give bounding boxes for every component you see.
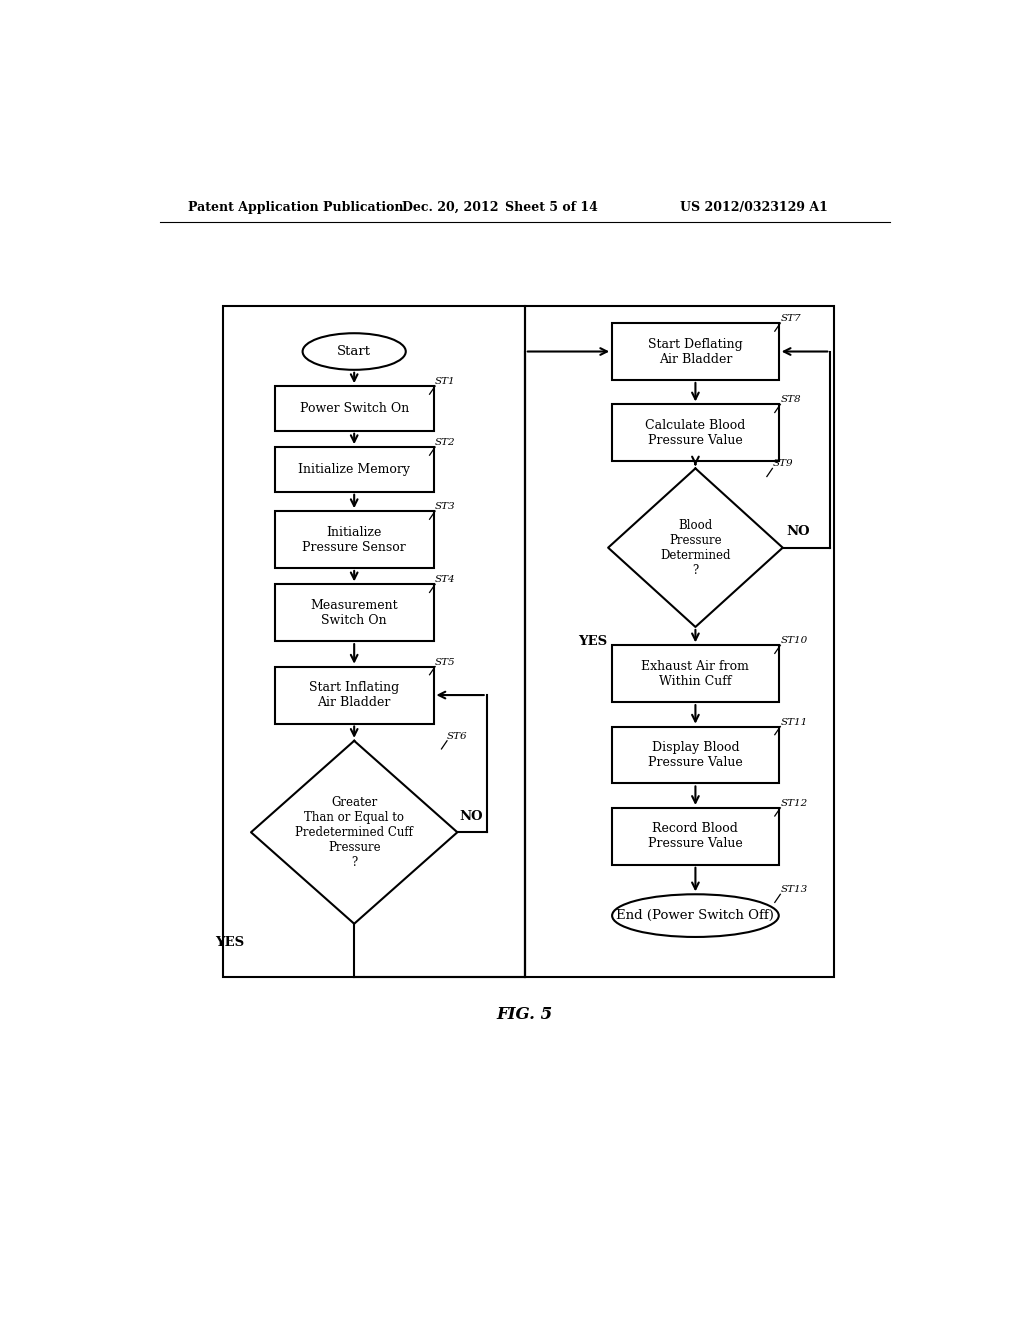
Text: FIG. 5: FIG. 5 <box>497 1006 553 1023</box>
Bar <box>274 667 433 723</box>
Bar <box>612 645 778 702</box>
Text: Start: Start <box>337 345 371 358</box>
Text: Display Blood
Pressure Value: Display Blood Pressure Value <box>648 741 742 770</box>
Text: ST2: ST2 <box>435 438 456 447</box>
Text: ST8: ST8 <box>780 396 801 404</box>
Text: Record Blood
Pressure Value: Record Blood Pressure Value <box>648 822 742 850</box>
Bar <box>274 511 433 568</box>
Text: Dec. 20, 2012: Dec. 20, 2012 <box>401 201 499 214</box>
Text: Patent Application Publication: Patent Application Publication <box>187 201 403 214</box>
Text: Start Deflating
Air Bladder: Start Deflating Air Bladder <box>648 338 742 366</box>
Polygon shape <box>608 469 782 627</box>
Text: ST10: ST10 <box>780 636 808 645</box>
Text: ST6: ST6 <box>447 731 468 741</box>
Text: ST7: ST7 <box>780 314 801 323</box>
Bar <box>612 404 778 461</box>
Text: ST5: ST5 <box>435 657 456 667</box>
Text: Calculate Blood
Pressure Value: Calculate Blood Pressure Value <box>645 418 745 447</box>
Text: Initialize Memory: Initialize Memory <box>298 463 411 477</box>
Bar <box>274 447 433 492</box>
Text: Blood
Pressure
Determined
?: Blood Pressure Determined ? <box>660 519 731 577</box>
Text: ST9: ST9 <box>772 459 793 469</box>
Bar <box>612 808 778 865</box>
Bar <box>223 306 525 977</box>
Bar <box>612 323 778 380</box>
Text: ST12: ST12 <box>780 799 808 808</box>
Bar <box>274 585 433 642</box>
Text: Start Inflating
Air Bladder: Start Inflating Air Bladder <box>309 681 399 709</box>
Text: US 2012/0323129 A1: US 2012/0323129 A1 <box>680 201 827 214</box>
Text: ST13: ST13 <box>780 886 808 894</box>
Bar <box>524 306 835 977</box>
Text: ST11: ST11 <box>780 718 808 726</box>
Ellipse shape <box>303 333 406 370</box>
Text: Measurement
Switch On: Measurement Switch On <box>310 599 398 627</box>
Text: Power Switch On: Power Switch On <box>300 401 409 414</box>
Ellipse shape <box>612 894 778 937</box>
Text: ST3: ST3 <box>435 502 456 511</box>
Text: YES: YES <box>578 635 607 648</box>
Text: Sheet 5 of 14: Sheet 5 of 14 <box>505 201 598 214</box>
Text: NO: NO <box>459 810 482 824</box>
Polygon shape <box>251 741 458 924</box>
Text: Exhaust Air from
Within Cuff: Exhaust Air from Within Cuff <box>641 660 750 688</box>
Text: YES: YES <box>215 936 245 949</box>
Bar <box>274 385 433 430</box>
Text: Initialize
Pressure Sensor: Initialize Pressure Sensor <box>302 525 407 553</box>
Text: End (Power Switch Off): End (Power Switch Off) <box>616 909 774 923</box>
Text: NO: NO <box>786 525 810 539</box>
Bar <box>612 726 778 784</box>
Text: Greater
Than or Equal to
Predetermined Cuff
Pressure
?: Greater Than or Equal to Predetermined C… <box>295 796 413 869</box>
Text: ST1: ST1 <box>435 378 456 385</box>
Text: ST4: ST4 <box>435 576 456 585</box>
